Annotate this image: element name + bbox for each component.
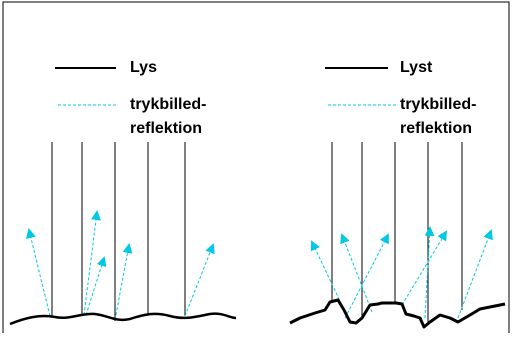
panel-left: Lys trykbilled- reflektion xyxy=(10,59,236,324)
legend-light: Lyst xyxy=(400,59,433,76)
legend-reflection: trykbilled- xyxy=(400,96,476,113)
frame xyxy=(3,2,509,333)
diagram: Lys trykbilled- reflektion Lyst trykbill… xyxy=(0,0,512,337)
legend-reflection: trykbilled- xyxy=(130,96,206,113)
rough-surface xyxy=(290,300,505,327)
legend-reflection: reflektion xyxy=(400,120,472,137)
light-rays xyxy=(332,142,462,322)
smooth-surface xyxy=(10,314,236,324)
legend-light: Lys xyxy=(130,59,157,76)
panel-right: Lyst trykbilled- reflektion xyxy=(290,59,505,327)
page: Lys trykbilled- reflektion Lyst trykbill… xyxy=(0,0,512,337)
legend-reflection: reflektion xyxy=(130,120,202,137)
light-rays xyxy=(52,142,185,321)
